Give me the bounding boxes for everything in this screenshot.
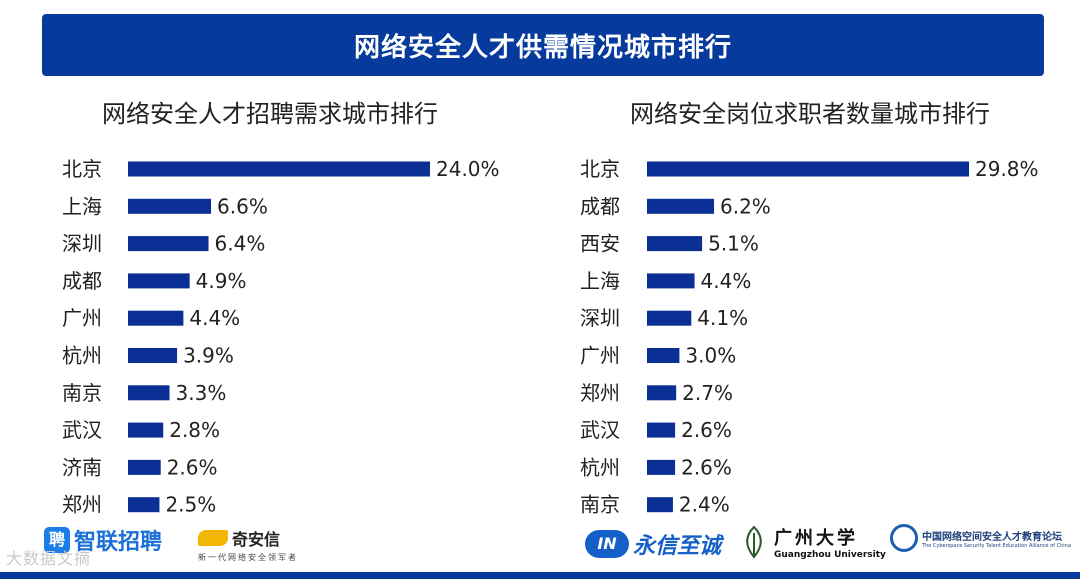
category-label: 济南 [62,455,102,479]
category-label: 郑州 [62,493,102,517]
value-label: 2.6% [681,418,732,442]
category-label: 北京 [62,157,102,181]
value-label: 2.4% [679,493,730,517]
bar [128,497,160,513]
value-label: 2.8% [169,418,220,442]
value-label: 3.9% [183,344,234,368]
category-label: 北京 [580,157,620,181]
category-label: 南京 [62,381,102,405]
value-label: 4.4% [189,306,240,330]
category-label: 武汉 [580,418,620,442]
value-label: 2.5% [165,493,216,517]
qianxin-emblem-icon [198,530,228,546]
chart-demand: 网络安全人才招聘需求城市排行 北京 24.0% 上海 6.6% 深圳 6.4% 成都 4.9%… [0,92,540,522]
gzhu-emblem-icon [740,525,768,559]
bar [647,198,714,214]
bar [647,385,677,401]
bar-chart-demand: 北京 24.0% 上海 6.6% 深圳 6.4% 成都 4.9% 广州 4.4% 杭州 3.9% 南京 3… [62,157,500,517]
value-label: 6.2% [720,194,771,218]
value-label: 2.7% [682,381,733,405]
category-label: 杭州 [62,344,102,368]
bar [647,236,703,252]
chart-title-jobseekers: 网络安全岗位求职者数量城市排行 [630,100,990,128]
category-label: 郑州 [580,381,620,405]
yongxin-name: 永信至诚 [633,534,722,559]
value-label: 2.6% [167,455,218,479]
category-label: 成都 [580,194,620,218]
value-label: 5.1% [708,232,759,256]
value-label: 29.8% [975,157,1039,181]
bar [647,348,680,363]
value-label: 3.3% [176,381,227,405]
bar [647,161,969,177]
alliance-emblem-icon [890,524,918,552]
zhaopin-name: 智联招聘 [74,530,163,555]
alliance-logo: 中国网络空间安全人才教育论坛 The Cyberspace Security T… [890,524,1071,552]
category-label: 广州 [580,344,620,368]
bar [128,422,164,438]
zhaopin-badge: 聘 [44,527,70,553]
bar [128,198,212,214]
bar [647,497,673,513]
category-label: 深圳 [580,306,620,330]
footer-bar [0,572,1080,579]
value-label: 3.0% [685,344,736,368]
gzhu-name: 广州大学 [774,528,858,549]
category-label: 上海 [62,194,102,218]
gzhu-logo: 广州大学 Guangzhou University [740,524,886,560]
bar [128,310,184,326]
category-label: 上海 [580,269,620,293]
qianxin-name: 奇安信 [232,530,281,549]
bar [647,422,676,438]
qianxin-tagline: 新一代网络安全领军者 [198,553,298,562]
value-label: 6.6% [217,194,268,218]
value-label: 6.4% [215,232,266,256]
bar [647,459,676,475]
category-label: 南京 [580,493,620,517]
value-label: 24.0% [436,157,500,181]
bar [128,459,161,475]
alliance-english: The Cyberspace Security Talent Education… [922,542,1071,549]
value-label: 4.9% [196,269,247,293]
bar [647,273,695,289]
watermark: 大数据文摘 [6,549,92,568]
bar-chart-jobseekers: 北京 29.8% 成都 6.2% 西安 5.1% 上海 4.4% 深圳 4.1% 广州 3.0% 郑州 2… [580,157,1039,517]
alliance-name: 中国网络空间安全人才教育论坛 [922,531,1062,543]
category-label: 杭州 [580,455,620,479]
bar [128,348,178,363]
chart-jobseekers: 网络安全岗位求职者数量城市排行 北京 29.8% 成都 6.2% 西安 5.1% 上海 4.4… [540,92,1080,522]
bar [128,385,170,401]
category-label: 深圳 [62,232,102,256]
yongxin-logo: IN 永信至诚 [585,528,721,560]
yongxin-badge: IN [585,530,629,558]
bar [128,273,190,289]
bar [647,310,692,326]
qianxin-logo: 奇安信 新一代网络安全领军者 [198,526,298,563]
category-label: 成都 [62,269,102,293]
category-label: 广州 [62,306,102,330]
bar [128,161,430,177]
category-label: 西安 [580,232,620,256]
value-label: 4.4% [701,269,752,293]
banner-title: 网络安全人才供需情况城市排行 [42,14,1044,76]
zhaopin-logo: 聘 智联招聘 [44,524,162,556]
bar [128,236,209,252]
value-label: 4.1% [697,306,748,330]
chart-title-demand: 网络安全人才招聘需求城市排行 [102,100,438,128]
gzhu-english: Guangzhou University [774,550,886,560]
category-label: 武汉 [62,418,102,442]
value-label: 2.6% [681,455,732,479]
